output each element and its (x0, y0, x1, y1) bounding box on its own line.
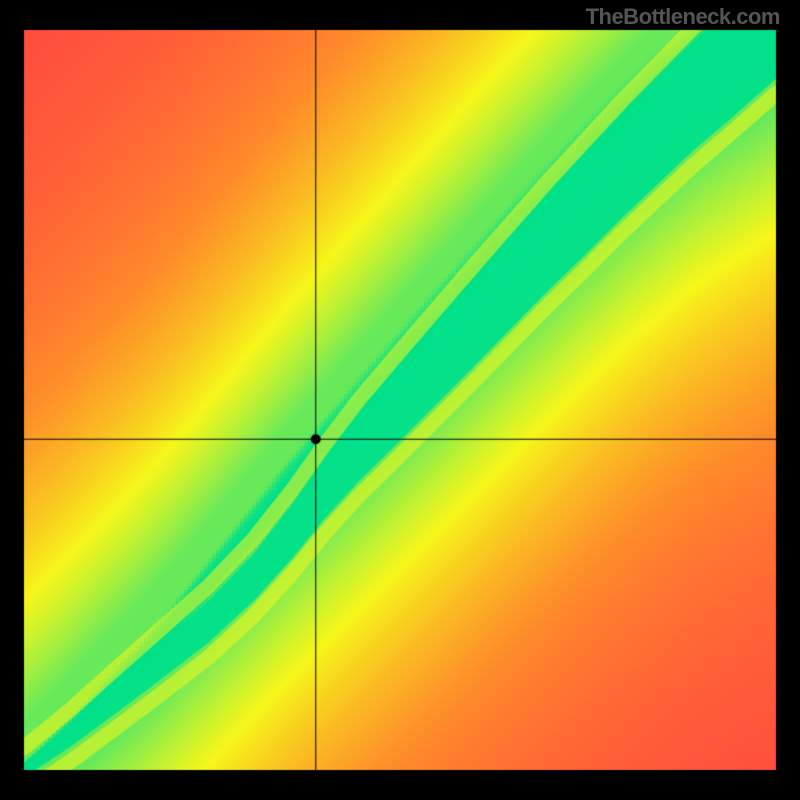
bottleneck-heatmap (0, 0, 800, 800)
watermark-text: TheBottleneck.com (586, 4, 780, 30)
chart-container: TheBottleneck.com (0, 0, 800, 800)
